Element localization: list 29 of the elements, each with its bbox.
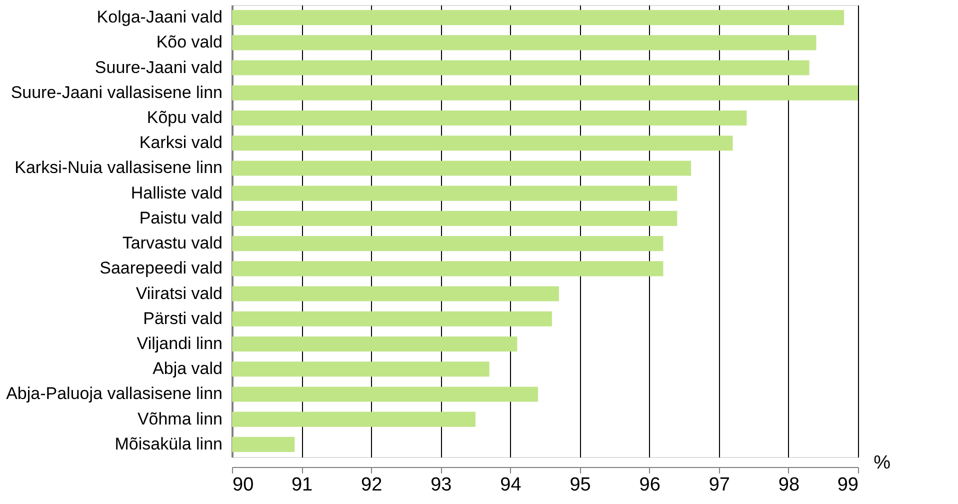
x-tick-label: 97	[708, 474, 730, 496]
y-tick-label: Suure-Jaani vald	[94, 58, 222, 77]
y-tick-label: Mõisaküla linn	[114, 434, 222, 454]
y-tick-label: Tarvastu vald	[122, 234, 222, 253]
y-tick-label: Kõpu vald	[146, 108, 222, 127]
x-tick-label: 92	[361, 474, 382, 496]
y-tick-label: Abja-Paluoja vallasisene linn	[6, 384, 222, 404]
y-tick-label: Viiratsi vald	[136, 284, 222, 303]
x-tick-label: 95	[570, 474, 591, 496]
y-tick-label: Karksi-Nuia vallasisene linn	[14, 158, 222, 178]
x-tick-label: 90	[232, 474, 254, 496]
y-tick-label: Abja vald	[152, 359, 222, 378]
y-tick-label: Viljandi linn	[136, 334, 222, 353]
y-tick-label: Halliste vald	[130, 183, 222, 202]
y-tick-label: Võhma linn	[137, 409, 222, 428]
y-tick-label: Karksi vald	[139, 133, 222, 152]
y-tick-label: Pärsti vald	[143, 308, 222, 328]
y-tick-label: Kõo vald	[156, 32, 222, 52]
x-tick-label: 98	[778, 474, 800, 496]
y-tick-label: Suure-Jaani vallasisene linn	[10, 82, 222, 102]
x-tick-label: 99	[837, 474, 858, 496]
x-tick-label: 96	[639, 474, 660, 496]
x-tick-label: 94	[500, 474, 522, 496]
y-tick-label: Saarepeedi vald	[100, 258, 222, 278]
y-tick-label: Kolga-Jaani vald	[96, 8, 222, 27]
x-axis-title: %	[874, 452, 891, 474]
x-tick-label: 93	[430, 474, 452, 496]
x-tick-label: 91	[291, 474, 313, 496]
y-tick-label: Paistu vald	[139, 208, 222, 228]
